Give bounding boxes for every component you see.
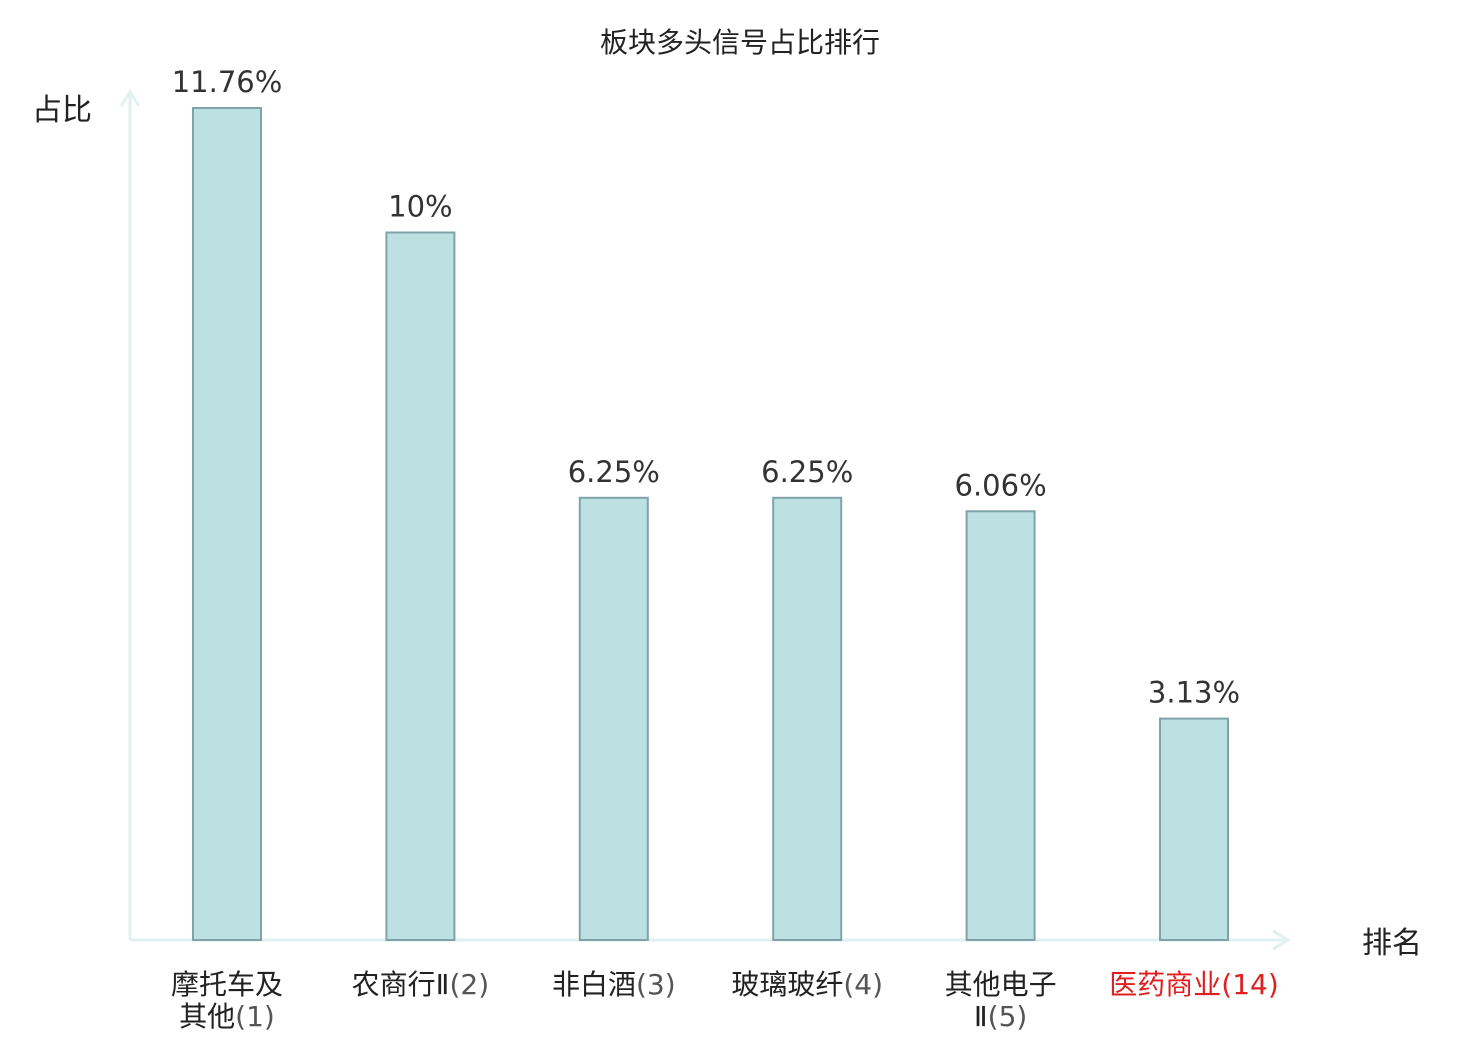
value-label-group: 11.76% 10% 6.25% 6.25% 6.06% 3.13% xyxy=(172,65,1240,710)
bar xyxy=(192,107,262,941)
category-label: 摩托车及 xyxy=(171,968,283,1001)
category-label: Ⅱ(5) xyxy=(974,1000,1027,1033)
bar xyxy=(1159,717,1229,941)
category-name: 其他电子 xyxy=(945,968,1057,1001)
value-label: 6.06% xyxy=(955,468,1047,502)
category-rank: (5) xyxy=(988,1000,1028,1033)
category-label: 其他电子 xyxy=(945,968,1057,1001)
bar xyxy=(385,231,456,941)
category-rank: (4) xyxy=(843,968,883,1001)
bar xyxy=(772,496,843,941)
category-name: 摩托车及 xyxy=(171,968,283,1001)
x-axis-label: 排名 xyxy=(1362,926,1422,961)
value-label: 3.13% xyxy=(1148,676,1240,710)
value-label: 11.76% xyxy=(172,65,283,99)
y-axis-arrow xyxy=(119,89,141,107)
bar xyxy=(965,510,1036,941)
category-name: 农商行Ⅱ xyxy=(352,968,450,1001)
category-label: 医药商业(14) xyxy=(1109,968,1279,1001)
value-label: 10% xyxy=(388,190,452,224)
y-axis-label: 占比 xyxy=(32,93,92,128)
category-rank: (3) xyxy=(636,968,676,1001)
category-label: 玻璃玻纤(4) xyxy=(731,968,883,1001)
x-axis-arrow xyxy=(1272,929,1291,951)
category-rank: (1) xyxy=(235,1000,275,1033)
category-name: 非白酒 xyxy=(552,968,636,1001)
category-name: 其他 xyxy=(179,1000,235,1033)
chart-title: 板块多头信号占比排行 xyxy=(600,26,880,59)
category-label: 其他(1) xyxy=(179,1000,275,1033)
axes xyxy=(119,89,1291,951)
category-rank: (14) xyxy=(1221,968,1278,1001)
bar xyxy=(578,496,649,941)
value-label: 6.25% xyxy=(568,455,660,489)
category-name: Ⅱ xyxy=(974,1000,988,1033)
bar-group xyxy=(192,107,1229,941)
category-rank: (2) xyxy=(449,968,489,1001)
value-label: 6.25% xyxy=(761,455,853,489)
category-label: 农商行Ⅱ(2) xyxy=(352,968,489,1001)
category-name: 玻璃玻纤 xyxy=(731,968,843,1001)
category-label: 非白酒(3) xyxy=(552,968,676,1001)
category-name: 医药商业 xyxy=(1109,968,1221,1001)
